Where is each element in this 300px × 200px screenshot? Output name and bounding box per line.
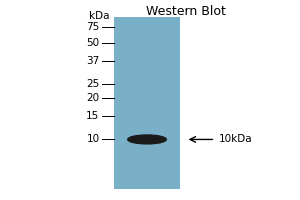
Text: 20: 20: [86, 93, 100, 103]
Ellipse shape: [128, 135, 166, 144]
FancyBboxPatch shape: [114, 17, 180, 189]
Text: 10kDa: 10kDa: [218, 134, 252, 144]
Text: 10: 10: [86, 134, 100, 144]
Text: 75: 75: [86, 22, 100, 32]
Text: kDa: kDa: [89, 11, 110, 21]
Text: 37: 37: [86, 56, 100, 66]
Text: Western Blot: Western Blot: [146, 5, 226, 18]
Text: 15: 15: [86, 111, 100, 121]
Text: 25: 25: [86, 79, 100, 89]
Text: 50: 50: [86, 38, 100, 48]
